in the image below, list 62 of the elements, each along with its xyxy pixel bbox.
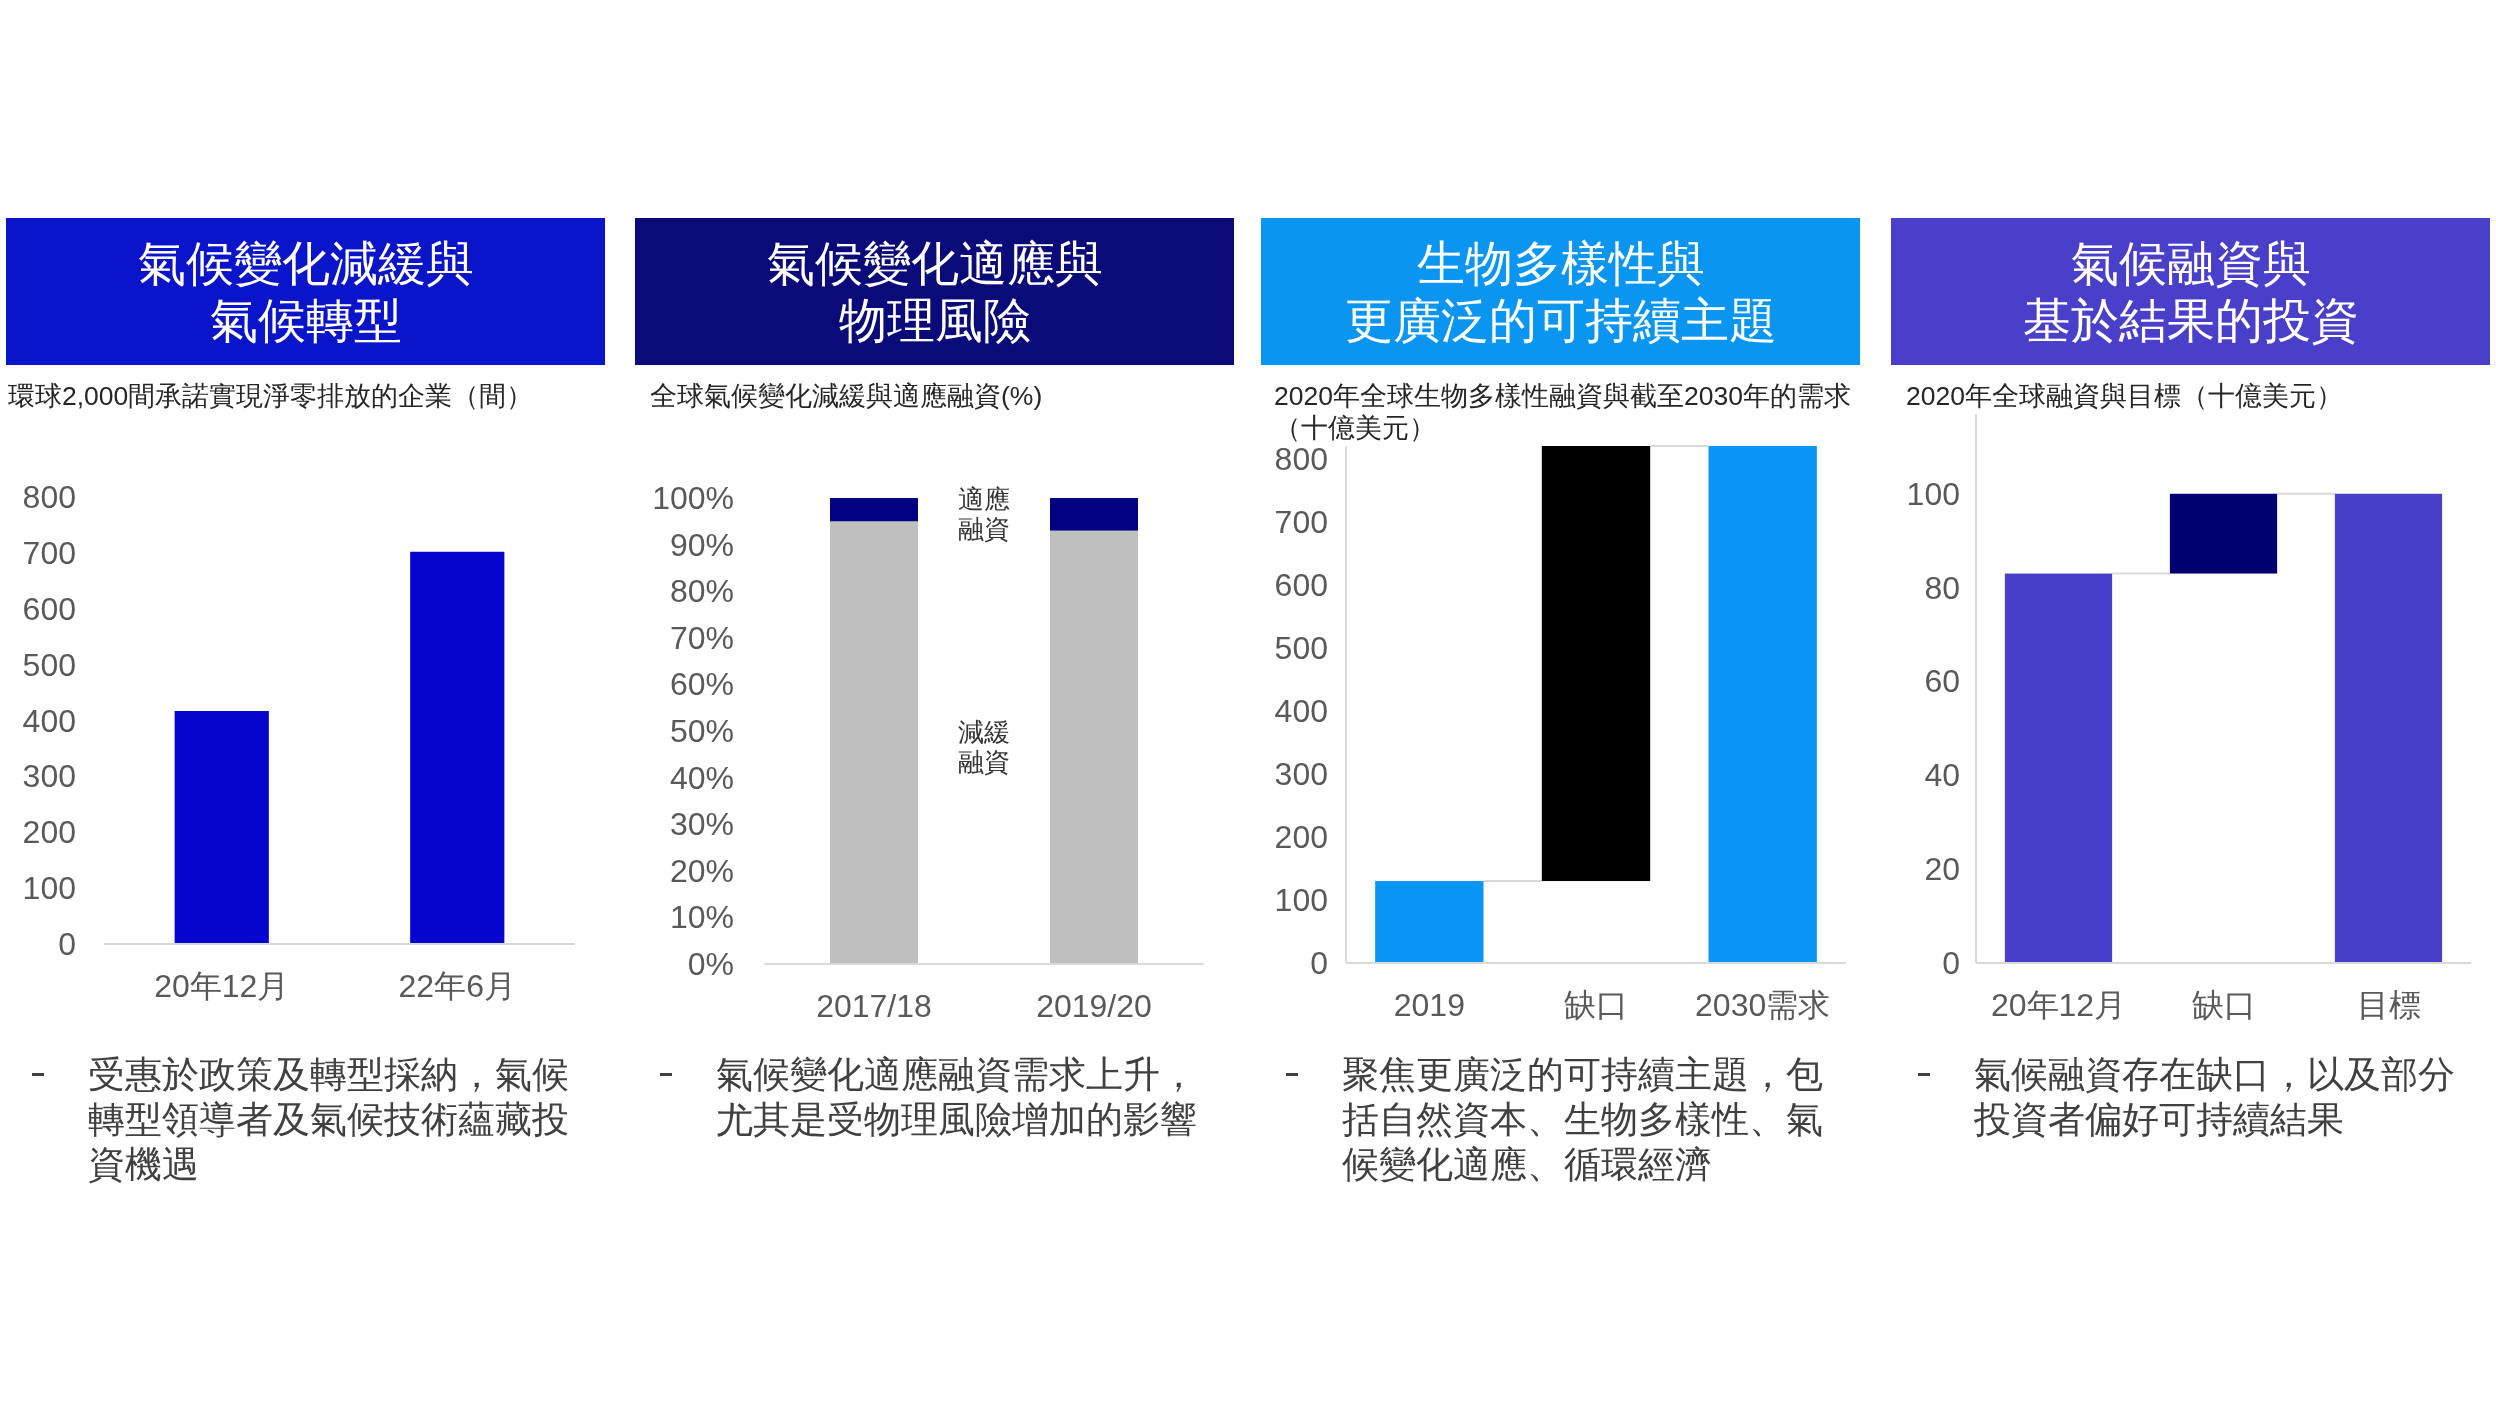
chart-subtitle: 全球氣候變化減緩與適應融資(%)	[650, 380, 1044, 412]
y-tick-label: 0%	[687, 946, 734, 982]
text: 氣候融資存在缺口，以及部分投資者偏好可持續結果	[1974, 1053, 2456, 1142]
y-tick-label: 40	[1924, 757, 1960, 794]
text: 聚焦更廣泛的可持續主題，包括自然資本、生物多樣性、氣候變化適應、循環經濟	[1342, 1053, 1824, 1187]
chart-subtitle: 環球2,000間承諾實現淨零排放的企業（間）	[8, 380, 535, 412]
y-tick-label: 200	[22, 814, 76, 851]
series-label: 適應融資	[957, 484, 1011, 545]
y-tick-label: 60%	[669, 666, 734, 703]
y-tick-label: 0	[1942, 945, 1960, 981]
y-tick-label: 500	[1274, 629, 1328, 666]
x-tick-label: 2030需求	[1695, 987, 1831, 1023]
bar	[830, 498, 918, 522]
y-tick-label: 30%	[669, 806, 734, 843]
y-tick-label: 500	[22, 646, 76, 683]
y-tick-label: 60	[1924, 663, 1960, 700]
chart-title: 氣候變化減緩與氣候轉型	[137, 235, 474, 349]
y-tick-label: 200	[1274, 818, 1328, 855]
y-tick-label: 800	[22, 479, 76, 515]
chart-title: 氣候融資與基於結果的投資	[2022, 235, 2359, 349]
y-tick-label: 300	[22, 758, 76, 795]
y-tick-label: 20	[1924, 851, 1960, 888]
y-tick-label: 100	[1906, 475, 1960, 512]
chart-title: 氣候變化適應與物理風險	[766, 235, 1103, 349]
y-tick-label: 80	[1924, 569, 1960, 606]
y-tick-label: 100	[22, 870, 76, 907]
y-tick-label: 0	[1310, 945, 1328, 981]
y-tick-label: 80%	[669, 573, 734, 610]
y-tick-label: 600	[22, 590, 76, 627]
x-tick-label: 缺口	[2191, 987, 2256, 1023]
y-tick-label: 50%	[669, 713, 734, 749]
y-tick-label: 700	[22, 534, 76, 571]
bar	[1050, 530, 1138, 964]
bar	[830, 521, 918, 964]
y-tick-label: 20%	[669, 852, 734, 889]
chart-title: 生物多樣性與更廣泛的可持續主題	[1344, 235, 1777, 349]
y-tick-label: 400	[22, 702, 76, 739]
text: 氣候變化適應融資需求上升，尤其是受物理風險增加的影響	[716, 1053, 1198, 1142]
text: 受惠於政策及轉型採納，氣候轉型領導者及氣候技術蘊藏投資機遇	[88, 1053, 570, 1187]
y-tick-label: 300	[1274, 755, 1328, 792]
x-tick-label: 20年12月	[1990, 987, 2127, 1023]
y-tick-label: 0	[58, 926, 76, 962]
x-tick-label: 2019	[1393, 987, 1465, 1023]
y-tick-label: 100%	[652, 480, 734, 516]
x-tick-label: 2017/18	[816, 988, 932, 1024]
y-tick-label: 70%	[669, 619, 734, 656]
y-tick-label: 100	[1274, 881, 1328, 918]
bar	[1050, 498, 1138, 531]
y-tick-label: 700	[1274, 503, 1328, 540]
series-label: 減緩融資	[957, 717, 1011, 778]
chart-subtitle: 2020年全球融資與目標（十億美元）	[1906, 380, 2344, 412]
x-tick-label: 目標	[2356, 987, 2421, 1023]
chart-subtitle: 2020年全球生物多樣性融資與截至2030年的需求（十億美元）	[1274, 380, 1852, 444]
y-tick-label: 600	[1274, 566, 1328, 603]
y-tick-label: 90%	[669, 526, 734, 563]
x-tick-label: 2019/20	[1036, 988, 1152, 1024]
y-tick-label: 40%	[669, 759, 734, 796]
x-tick-label: 22年6月	[398, 968, 516, 1004]
y-tick-label: 10%	[669, 899, 734, 936]
x-tick-label: 20年12月	[154, 968, 290, 1004]
x-tick-label: 缺口	[1564, 987, 1628, 1023]
y-tick-label: 400	[1274, 692, 1328, 729]
